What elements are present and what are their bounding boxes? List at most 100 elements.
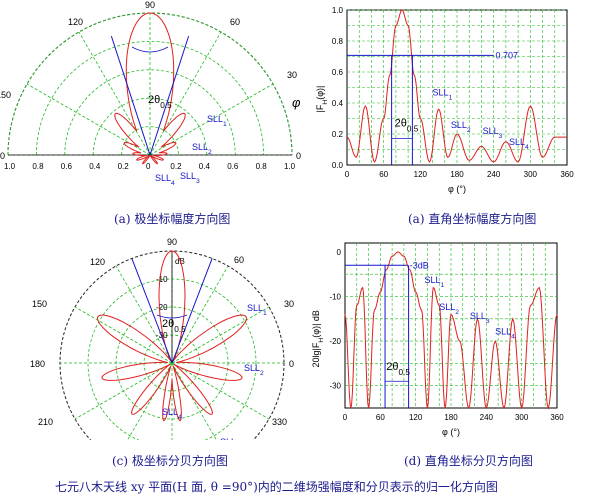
beamwidth-arc	[156, 314, 188, 319]
beamwidth-label: 2θ0.5	[395, 117, 419, 133]
x-tick-label: 240	[487, 170, 501, 179]
angle-grid-line	[171, 306, 270, 364]
x-tick-label: 240	[480, 413, 494, 422]
sll3-label: SLL3	[483, 126, 503, 140]
caption-d: (d) 直角坐标分贝方向图	[404, 454, 533, 468]
sll1-label: SLL1	[433, 87, 453, 101]
x-axis-label: φ (°)	[448, 184, 466, 194]
y-tick-label: 1.0	[332, 6, 344, 15]
cartesian-amplitude-chart: 0 60 120 180 240 300 360 0.0 0.2 0.4 0.6 0.8 1.0 0.70…	[315, 6, 574, 194]
angle-label: 180	[0, 151, 5, 161]
angle-label: 180	[30, 359, 45, 369]
angle-label: 330	[272, 417, 287, 427]
x-tick-label: 180	[450, 170, 464, 179]
radial-grid-ring	[36, 41, 264, 156]
radial-grid-ring	[64, 69, 236, 156]
angle-grid-line	[171, 265, 229, 364]
phi-label: φ	[292, 95, 301, 110]
radial-tick-label: 0.6	[227, 162, 239, 171]
sll3-label: SLL3	[470, 311, 490, 325]
beamwidth-label: 2θ0.5	[386, 361, 410, 377]
sll4-label: SLL4	[155, 173, 175, 187]
angle-label: 150	[0, 90, 11, 100]
y-axis-label: 20lg|FH(φ)| dB	[311, 310, 325, 367]
radial-tick-label: 1.0	[284, 162, 296, 171]
angle-grid-line	[171, 362, 229, 461]
x-tick-label: 0	[343, 413, 348, 422]
pattern-curve	[114, 12, 186, 165]
sll2-label: SLL2	[244, 363, 264, 377]
angle-grid-line	[74, 306, 173, 364]
beamwidth-arc	[131, 46, 169, 53]
radial-tick-label: -30	[156, 331, 168, 340]
angle-grid-line	[115, 265, 173, 364]
y-tick-label: -10	[329, 293, 341, 302]
y-tick-label: -30	[329, 382, 341, 391]
angle-label: 60	[234, 255, 244, 265]
radial-grid-ring	[92, 97, 208, 156]
y-axis-label: |FH(φ)|	[315, 86, 329, 113]
y-tick-label: 0.6	[332, 68, 344, 77]
angle-label: 90	[145, 0, 155, 10]
angle-label: 0	[289, 359, 294, 369]
pattern-curve	[346, 9, 567, 163]
sll3-label: SLL3	[180, 171, 200, 185]
y-tick-label: 0.8	[332, 37, 344, 46]
sll2-label: SLL2	[451, 120, 471, 134]
y-tick-label: 0.2	[332, 130, 344, 139]
pattern-curve	[96, 250, 248, 422]
angle-label: 90	[167, 237, 177, 247]
x-axis-label: φ (°)	[442, 427, 460, 437]
panel-c: 9012060300150180210240270300330dB-10-20-…	[0, 235, 310, 490]
y-tick-label: 0.0	[332, 161, 344, 170]
radial-tick-label: 0	[146, 162, 151, 171]
angle-grid-line	[78, 31, 151, 156]
panel-a: 90120603001501801.00.80.60.40.20.20.40.6…	[0, 0, 320, 204]
cartesian-db-chart: 0 60 120 180 240 300 360 0 -10 -20 -30 -3dB 2θ0.5 SLL…	[311, 242, 564, 437]
angle-grid-line	[149, 83, 274, 156]
radial-tick-label: 0.2	[118, 162, 130, 171]
x-tick-label: 120	[409, 413, 423, 422]
polar-db-chart: 9012060300150180210240270300330dB-10-20-…	[30, 237, 294, 490]
angle-grid-line	[115, 362, 173, 461]
y-tick-label: -20	[329, 337, 341, 346]
sll1-label: SLL1	[207, 114, 227, 128]
radial-tick-label: -10	[156, 275, 168, 284]
sll3-label: SLL3	[220, 437, 240, 440]
angle-label: 30	[284, 299, 294, 309]
x-tick-label: 300	[515, 413, 529, 422]
panel-b: 0 60 120 180 240 300 360 0.0 0.2 0.4 0.6 0.8 1.0 0.70…	[305, 0, 600, 209]
sll1-label: SLL1	[425, 275, 445, 289]
angle-label: 60	[230, 17, 240, 27]
caption-b: (a) 直角坐标幅度方向图	[408, 212, 537, 226]
y-tick-label: 0	[337, 248, 342, 257]
angle-grid-line	[26, 83, 151, 156]
angle-grid-line	[149, 31, 222, 156]
radial-tick-label: 0.2	[170, 162, 182, 171]
sll1-label: SLL1	[247, 303, 267, 317]
angle-label: 150	[32, 299, 47, 309]
x-tick-label: 180	[444, 413, 458, 422]
radial-tick-label: 0.6	[61, 162, 73, 171]
radial-tick-label: 0.8	[256, 162, 268, 171]
level-3db-label: -3dB	[410, 260, 429, 270]
x-tick-label: 120	[414, 170, 428, 179]
hpbw-line	[131, 258, 173, 364]
y-tick-label: 0.4	[332, 99, 344, 108]
level-0707-label: 0.707	[496, 50, 519, 60]
x-tick-label: 0	[345, 170, 350, 179]
polar-amplitude-chart: 90120603001501801.00.80.60.40.20.20.40.6…	[0, 0, 301, 187]
panel-d: 0 60 120 180 240 300 360 0 -10 -20 -30 -3dB 2θ0.5 SLL…	[305, 235, 600, 449]
hpbw-line	[110, 35, 151, 156]
radial-tick-label: 0.4	[89, 162, 101, 171]
caption-c: (c) 极坐标分贝方向图	[112, 454, 228, 468]
beamwidth-label: 2θ0.5	[148, 94, 172, 110]
angle-label: 210	[38, 417, 53, 427]
pattern-curve	[344, 251, 558, 410]
radial-tick-label: -20	[156, 303, 168, 312]
angle-grid-line	[74, 362, 173, 420]
radial-tick-label: 0.4	[199, 162, 211, 171]
hpbw-line	[171, 258, 213, 364]
sll2-label: SLL2	[439, 302, 459, 316]
caption-a: (a) 极坐标幅度方向图	[114, 212, 231, 226]
